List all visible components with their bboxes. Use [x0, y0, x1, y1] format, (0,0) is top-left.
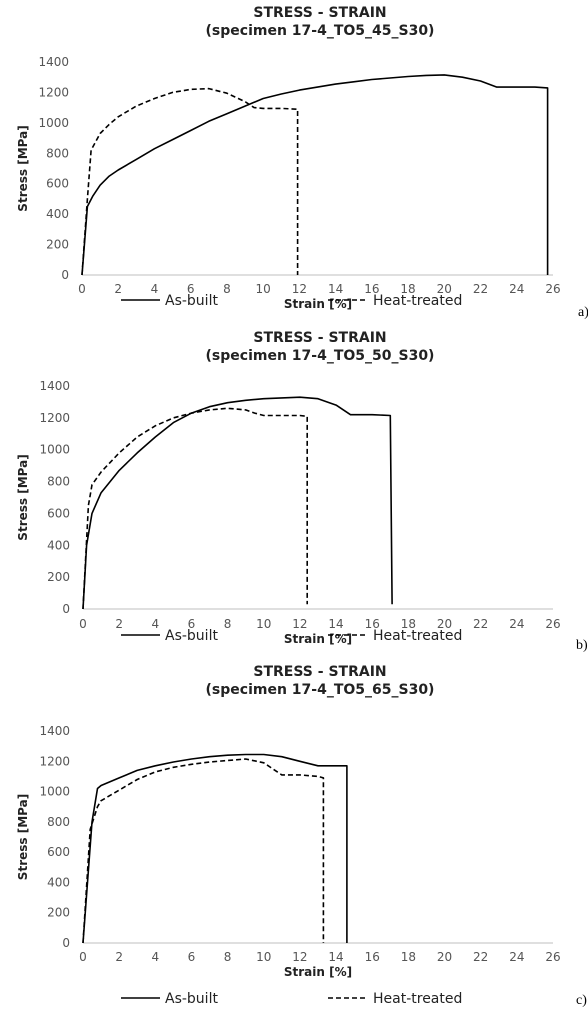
chart-title: STRESS - STRAIN — [253, 664, 386, 680]
x-tick-label: 14 — [328, 950, 343, 964]
x-axis-label: Strain [%] — [284, 965, 352, 979]
y-tick-label: 600 — [47, 845, 70, 859]
x-tick-label: 22 — [473, 282, 488, 296]
x-tick-label: 10 — [256, 950, 271, 964]
stress-strain-chart-a: STRESS - STRAIN (specimen 17-4_TO5_45_S30… — [16, 5, 588, 320]
x-tick-label: 12 — [292, 617, 307, 631]
y-tick-label: 200 — [47, 906, 70, 920]
x-tick-label: 20 — [437, 617, 452, 631]
legend-label-as-built: As-built — [165, 293, 218, 309]
chart-panel-a: STRESS - STRAIN (specimen 17-4_TO5_45_S30… — [0, 0, 588, 325]
x-tick-label: 24 — [509, 282, 524, 296]
y-axis-label: Stress [MPa] — [16, 794, 30, 880]
stress-strain-chart-c: STRESS - STRAIN (specimen 17-4_TO5_65_S30… — [16, 664, 587, 1008]
x-tick-label: 4 — [151, 950, 159, 964]
y-tick-label: 200 — [46, 238, 69, 252]
x-tick-label: 4 — [151, 617, 159, 631]
y-tick-label: 1200 — [39, 411, 70, 425]
x-tick-label: 26 — [545, 617, 560, 631]
x-tick-label: 20 — [437, 282, 452, 296]
y-tick-label: 1400 — [38, 55, 69, 69]
x-tick-label: 0 — [78, 282, 86, 296]
y-tick-label: 200 — [47, 570, 70, 584]
legend-label-as-built: As-built — [165, 628, 218, 644]
x-tick-label: 10 — [256, 617, 271, 631]
y-tick-label: 800 — [46, 146, 69, 160]
y-tick-label: 0 — [62, 602, 70, 616]
x-axis-label: Strain [%] — [284, 632, 352, 646]
x-tick-label: 26 — [545, 282, 560, 296]
x-axis-label: Strain [%] — [284, 297, 352, 311]
y-tick-label: 1000 — [39, 443, 70, 457]
y-tick-label: 0 — [62, 936, 70, 950]
legend-label-heat-treated: Heat-treated — [373, 991, 462, 1007]
series-line-as-built — [82, 753, 348, 944]
y-tick-label: 1000 — [38, 116, 69, 130]
x-tick-label: 22 — [473, 617, 488, 631]
y-tick-label: 400 — [47, 875, 70, 889]
x-tick-label: 18 — [400, 282, 415, 296]
x-tick-label: 8 — [224, 950, 232, 964]
legend-label-heat-treated: Heat-treated — [373, 628, 462, 644]
x-tick-label: 16 — [364, 282, 379, 296]
panel-letter: c) — [576, 993, 587, 1008]
x-tick-label: 14 — [328, 282, 343, 296]
stress-strain-chart-b: STRESS - STRAIN (specimen 17-4_TO5_50_S30… — [16, 330, 588, 653]
x-tick-label: 4 — [151, 282, 159, 296]
legend-label-as-built: As-built — [165, 991, 218, 1007]
x-tick-label: 2 — [114, 282, 122, 296]
chart-title: STRESS - STRAIN — [253, 330, 386, 346]
chart-subtitle: (specimen 17-4_TO5_45_S30) — [206, 23, 435, 39]
x-tick-label: 26 — [545, 950, 560, 964]
y-tick-label: 600 — [47, 506, 70, 520]
x-tick-label: 24 — [509, 617, 524, 631]
series-line-as-built — [82, 396, 393, 610]
x-tick-label: 18 — [401, 950, 416, 964]
x-tick-label: 2 — [115, 617, 123, 631]
series-line-heat-treated — [82, 758, 325, 944]
x-tick-label: 14 — [328, 617, 343, 631]
chart-subtitle: (specimen 17-4_TO5_65_S30) — [206, 682, 435, 698]
x-tick-label: 0 — [79, 950, 87, 964]
x-tick-label: 12 — [292, 282, 307, 296]
x-tick-label: 16 — [365, 617, 380, 631]
x-tick-label: 0 — [79, 617, 87, 631]
y-axis-label: Stress [MPa] — [16, 454, 30, 540]
y-tick-label: 400 — [46, 207, 69, 221]
x-tick-label: 16 — [365, 950, 380, 964]
x-tick-label: 12 — [292, 950, 307, 964]
x-tick-label: 8 — [224, 617, 232, 631]
series-line-heat-treated — [81, 87, 299, 276]
y-tick-label: 1000 — [39, 785, 70, 799]
chart-subtitle: (specimen 17-4_TO5_50_S30) — [206, 348, 435, 364]
x-tick-label: 22 — [473, 950, 488, 964]
chart-panel-b: STRESS - STRAIN (specimen 17-4_TO5_50_S30… — [0, 325, 588, 660]
x-tick-label: 24 — [509, 950, 524, 964]
x-tick-label: 18 — [401, 617, 416, 631]
x-tick-label: 8 — [223, 282, 231, 296]
y-tick-label: 1400 — [39, 724, 70, 738]
y-tick-label: 1400 — [39, 379, 70, 393]
y-tick-label: 600 — [46, 177, 69, 191]
x-tick-label: 10 — [256, 282, 271, 296]
y-axis-label: Stress [MPa] — [16, 125, 30, 211]
series-line-heat-treated — [82, 407, 309, 610]
chart-title: STRESS - STRAIN — [253, 5, 386, 21]
panel-letter: b) — [576, 638, 588, 653]
legend-label-heat-treated: Heat-treated — [373, 293, 462, 309]
series-line-as-built — [81, 74, 549, 276]
chart-panel-c: STRESS - STRAIN (specimen 17-4_TO5_65_S30… — [0, 660, 588, 1015]
x-tick-label: 6 — [188, 617, 196, 631]
y-tick-label: 800 — [47, 815, 70, 829]
y-tick-label: 400 — [47, 538, 70, 552]
x-tick-label: 6 — [188, 950, 196, 964]
panel-letter: a) — [578, 305, 588, 320]
x-tick-label: 6 — [187, 282, 195, 296]
y-tick-label: 1200 — [39, 754, 70, 768]
x-tick-label: 2 — [115, 950, 123, 964]
y-tick-label: 0 — [61, 268, 69, 282]
x-tick-label: 20 — [437, 950, 452, 964]
y-tick-label: 800 — [47, 475, 70, 489]
y-tick-label: 1200 — [38, 85, 69, 99]
